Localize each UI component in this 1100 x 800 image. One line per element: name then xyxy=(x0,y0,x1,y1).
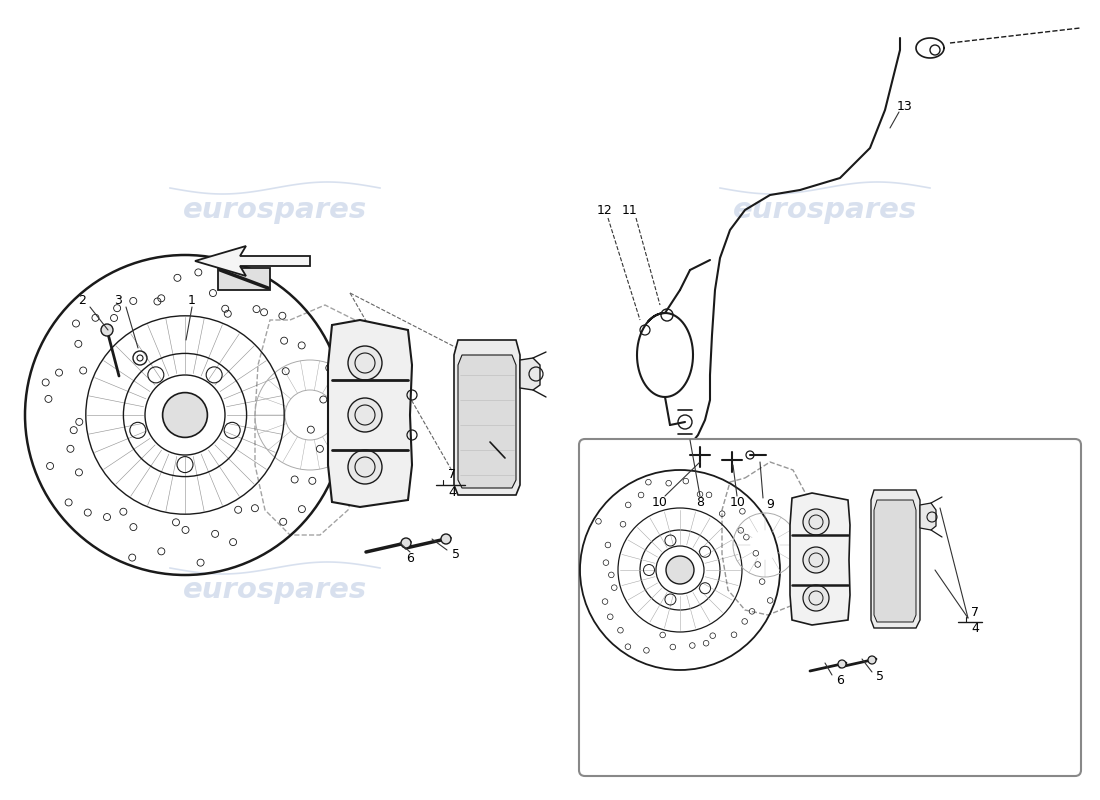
Text: 1: 1 xyxy=(188,294,196,306)
Text: 4: 4 xyxy=(448,486,455,498)
Polygon shape xyxy=(454,340,520,495)
Circle shape xyxy=(348,346,382,380)
Circle shape xyxy=(101,324,113,336)
Circle shape xyxy=(868,656,876,664)
Text: 6: 6 xyxy=(406,551,414,565)
Polygon shape xyxy=(920,503,936,530)
Text: 3: 3 xyxy=(114,294,122,306)
Circle shape xyxy=(402,538,411,548)
Polygon shape xyxy=(871,490,920,628)
Text: 5: 5 xyxy=(452,549,460,562)
Polygon shape xyxy=(458,355,516,488)
FancyBboxPatch shape xyxy=(579,439,1081,776)
Text: 7: 7 xyxy=(971,606,979,618)
Polygon shape xyxy=(328,320,412,507)
Circle shape xyxy=(803,547,829,573)
Text: 10: 10 xyxy=(730,497,746,510)
Text: 13: 13 xyxy=(898,99,913,113)
Polygon shape xyxy=(790,493,850,625)
Text: 4: 4 xyxy=(971,622,979,635)
Text: 9: 9 xyxy=(766,498,774,511)
Circle shape xyxy=(838,660,846,668)
Text: 5: 5 xyxy=(876,670,884,683)
Text: eurospares: eurospares xyxy=(183,576,367,604)
Circle shape xyxy=(163,393,208,438)
Polygon shape xyxy=(520,358,540,390)
Polygon shape xyxy=(874,500,916,622)
Text: eurospares: eurospares xyxy=(733,196,917,224)
Text: 12: 12 xyxy=(597,203,613,217)
Circle shape xyxy=(441,534,451,544)
Polygon shape xyxy=(195,246,310,276)
Circle shape xyxy=(803,585,829,611)
Circle shape xyxy=(803,509,829,535)
Text: 10: 10 xyxy=(652,497,668,510)
FancyBboxPatch shape xyxy=(218,268,270,290)
Text: eurospares: eurospares xyxy=(183,196,367,224)
Text: 7: 7 xyxy=(448,469,456,482)
Circle shape xyxy=(348,398,382,432)
Text: 6: 6 xyxy=(836,674,844,686)
Text: 8: 8 xyxy=(696,497,704,510)
Text: eurospares: eurospares xyxy=(733,576,917,604)
Circle shape xyxy=(348,450,382,484)
Circle shape xyxy=(666,556,694,584)
Text: 11: 11 xyxy=(623,203,638,217)
Text: 2: 2 xyxy=(78,294,86,306)
